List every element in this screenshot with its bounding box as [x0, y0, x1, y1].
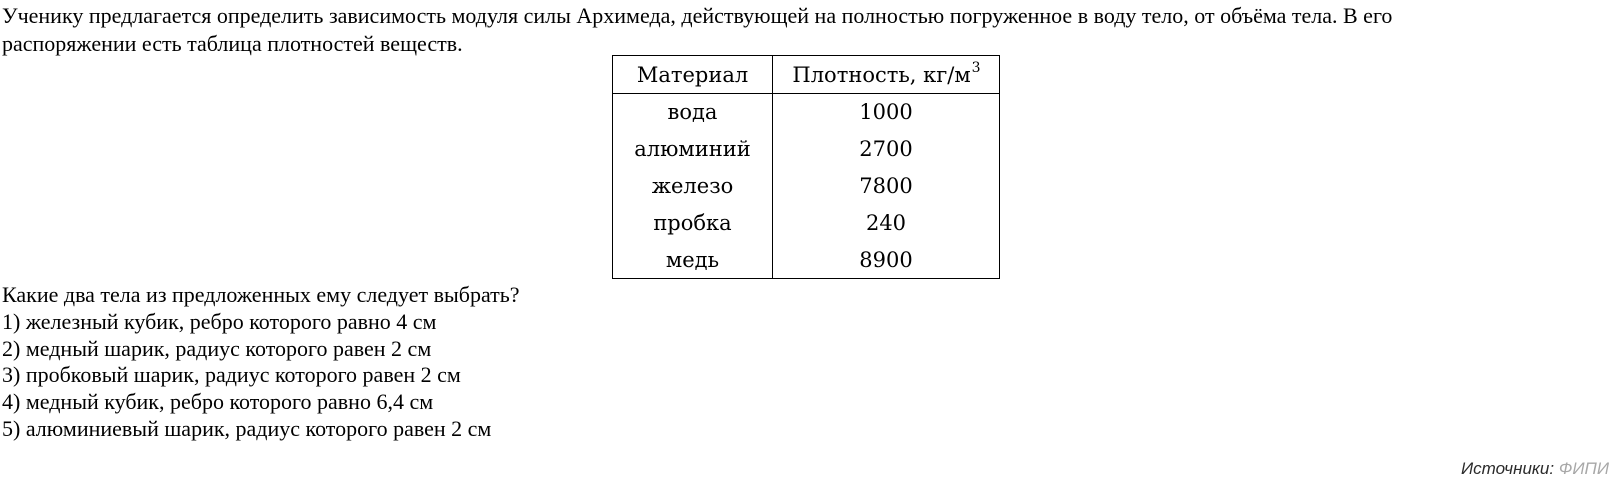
intro-line-1: Ученику предлагается определить зависимо… [2, 3, 1393, 28]
answer-option-5: 5) алюминиевый шарик, радиус которого ра… [2, 415, 492, 441]
intro-line-2: распоряжении есть таблица плотностей вещ… [2, 30, 463, 56]
table-row: алюминий 2700 [612, 130, 1000, 168]
answer-option-4: 4) медный кубик, ребро которого равно 6,… [2, 389, 434, 415]
table-row: медь 8900 [612, 241, 1000, 279]
table-row: пробка 240 [612, 204, 1000, 242]
table-row: железо 7800 [612, 167, 1000, 205]
answer-option-3: 3) пробковый шарик, радиус которого раве… [2, 362, 461, 388]
material-cell: медь [612, 241, 773, 279]
table-row: вода 1000 [612, 93, 1000, 131]
density-table: Материал Плотность, кг/м3 вода 1000 алюм… [612, 55, 1000, 279]
source-label: Источники: [1460, 459, 1555, 478]
question-block: Какие два тела из предложенных ему следу… [2, 282, 520, 443]
density-header-text: Плотность, кг/м [792, 63, 971, 87]
material-column-header: Материал [612, 55, 773, 94]
answer-option-1: 1) железный кубик, ребро которого равно … [2, 308, 437, 334]
source-value: ФИПИ [1558, 459, 1609, 478]
task-intro: Ученику предлагается определить зависимо… [2, 2, 1392, 57]
material-cell: вода [612, 93, 773, 131]
source-attribution: Источники: ФИПИ [1461, 459, 1609, 479]
answer-option-2: 2) медный шарик, радиус которого равен 2… [2, 335, 432, 361]
density-cell: 240 [865, 211, 907, 235]
material-cell: железо [612, 167, 773, 205]
density-column-header: Плотность, кг/м3 [772, 55, 1000, 94]
material-cell: алюминий [612, 130, 773, 168]
density-cell: 2700 [859, 137, 913, 161]
table-header-row: Материал Плотность, кг/м3 [612, 55, 1000, 94]
density-cell: 7800 [859, 174, 913, 198]
question-prompt: Какие два тела из предложенных ему следу… [2, 282, 520, 307]
density-cell: 8900 [859, 247, 913, 272]
material-cell: пробка [612, 204, 773, 242]
density-unit-exponent: 3 [971, 60, 981, 76]
density-cell: 1000 [859, 100, 913, 125]
